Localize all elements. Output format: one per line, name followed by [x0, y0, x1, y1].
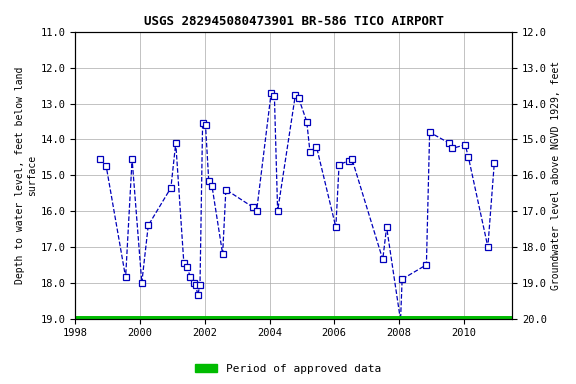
Y-axis label: Groundwater level above NGVD 1929, feet: Groundwater level above NGVD 1929, feet — [551, 61, 561, 290]
Legend: Period of approved data: Period of approved data — [191, 359, 385, 379]
Y-axis label: Depth to water level, feet below land
surface: Depth to water level, feet below land su… — [15, 66, 37, 284]
Title: USGS 282945080473901 BR-586 TICO AIRPORT: USGS 282945080473901 BR-586 TICO AIRPORT — [144, 15, 444, 28]
